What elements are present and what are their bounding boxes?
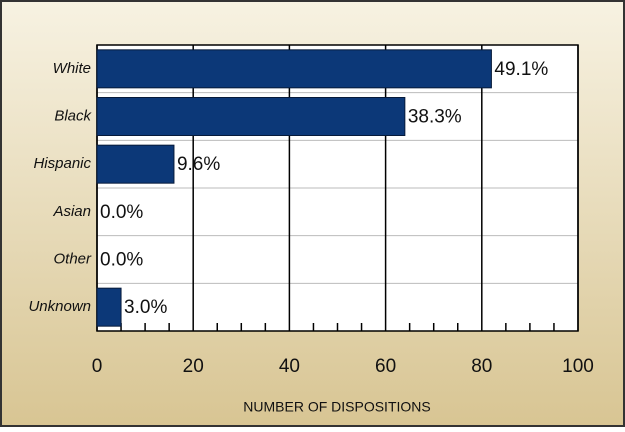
y-tick-label: Asian — [52, 203, 91, 220]
bar — [96, 287, 122, 327]
data-label: 0.0% — [100, 202, 143, 223]
bar — [96, 49, 492, 89]
y-tick-label: Other — [53, 250, 92, 267]
y-tick-label: Unknown — [28, 298, 91, 315]
x-tick-label: 20 — [183, 356, 204, 377]
plot-border — [96, 44, 579, 332]
y-tick-label: Black — [54, 107, 92, 124]
data-label: 38.3% — [408, 107, 462, 128]
x-tick-label: 100 — [562, 356, 594, 377]
x-axis-label: NUMBER OF DISPOSITIONS — [243, 399, 430, 415]
x-tick-label: 80 — [471, 356, 492, 377]
y-tick-label: White — [53, 60, 91, 77]
x-tick-label: 0 — [92, 356, 103, 377]
bar — [96, 97, 406, 136]
y-tick-label: Hispanic — [33, 155, 91, 172]
bar — [96, 144, 175, 184]
x-tick-label: 60 — [375, 356, 396, 377]
data-label: 9.6% — [177, 154, 220, 175]
data-label: 49.1% — [494, 59, 548, 80]
x-tick-label: 40 — [279, 356, 300, 377]
data-label: 0.0% — [100, 250, 143, 271]
data-label: 3.0% — [124, 297, 167, 318]
